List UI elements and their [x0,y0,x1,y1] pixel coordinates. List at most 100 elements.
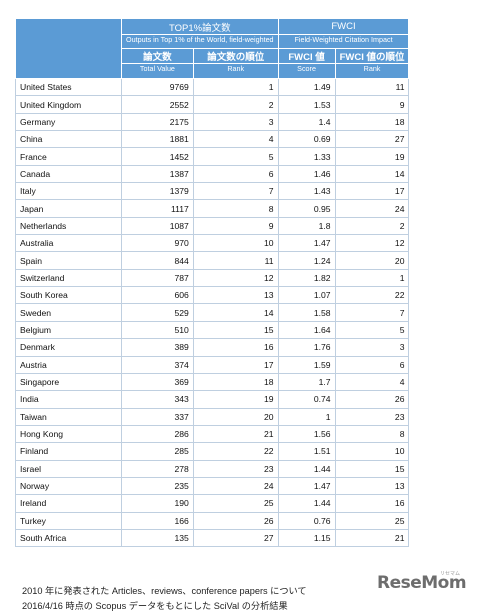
fwci-score-cell: 0.95 [277,199,336,218]
country-cell: India [15,390,122,409]
fwci-score-cell: 1.47 [277,476,336,496]
total-value-cell: 190 [121,494,194,513]
country-cell: Singapore [15,372,122,392]
total-value-cell: 787 [121,268,194,288]
country-cell: France [15,147,122,166]
papers-rank-cell: 25 [192,494,279,513]
fwci-rank-cell: 27 [334,130,410,149]
fwci-rank-cell: 24 [334,199,410,218]
fwci-rank-cell: 12 [334,234,410,253]
table-row: Finland 285 22 1.51 10 [15,442,410,461]
footnote-line-2: 2016/4/16 時点の Scopus データをもとにした SciVal の分… [22,601,288,611]
fwci-rank-cell: 17 [334,182,410,201]
country-cell: Turkey [15,511,122,530]
col-header-papers: 論文数 [121,48,194,64]
table-row: India 343 19 0.74 26 [15,390,410,409]
total-value-cell: 166 [121,511,194,530]
fwci-rank-cell: 14 [334,164,410,184]
col-subheader-score: Score [277,63,336,79]
fwci-rank-cell: 11 [334,77,410,97]
total-value-cell: 9769 [121,77,194,97]
total-value-cell: 285 [121,442,194,461]
top1-group-title: TOP1%論文数 [121,18,279,35]
total-value-cell: 510 [121,320,194,340]
total-value-cell: 970 [121,234,194,253]
fwci-rank-cell: 20 [334,251,410,270]
total-value-cell: 529 [121,303,194,322]
papers-rank-cell: 6 [192,164,279,184]
total-value-cell: 1387 [121,164,194,184]
fwci-score-cell: 1.82 [277,268,336,288]
papers-rank-cell: 27 [192,528,279,548]
table-row: Sweden 529 14 1.58 7 [15,303,410,322]
fwci-score-cell: 1.59 [277,355,336,374]
total-value-cell: 1881 [121,130,194,149]
total-value-cell: 343 [121,390,194,409]
fwci-rank-cell: 26 [334,390,410,409]
fwci-rank-cell: 21 [334,528,410,548]
fwci-rank-cell: 9 [334,95,410,114]
table-row: Norway 235 24 1.47 13 [15,476,410,496]
fwci-group-subtitle: Field-Weighted Citation Impact [277,34,410,49]
fwci-rank-cell: 4 [334,372,410,392]
total-value-cell: 286 [121,424,194,444]
fwci-rank-cell: 8 [334,424,410,444]
fwci-score-cell: 0.74 [277,390,336,409]
fwci-rank-cell: 1 [334,268,410,288]
fwci-score-cell: 1.51 [277,442,336,461]
fwci-rank-cell: 15 [334,459,410,478]
fwci-score-cell: 1.44 [277,459,336,478]
table-row: South Korea 606 13 1.07 22 [15,286,410,305]
fwci-score-cell: 1.44 [277,494,336,513]
fwci-score-cell: 1.64 [277,320,336,340]
col-header-fwci-rank: FWCI 値の順位 [334,48,410,64]
country-cell: Norway [15,476,122,496]
col-header-papers-rank: 論文数の順位 [192,48,279,64]
papers-rank-cell: 20 [192,407,279,426]
country-cell: Germany [15,112,122,132]
fwci-rank-cell: 3 [334,338,410,357]
total-value-cell: 1379 [121,182,194,201]
resemom-logo: ReseMom [377,573,467,593]
papers-rank-cell: 7 [192,182,279,201]
table-row: Canada 1387 6 1.46 14 [15,164,410,184]
top1-group-subtitle: Outputs in Top 1% of the World, field-we… [121,34,279,49]
country-cell: Sweden [15,303,122,322]
country-cell: Austria [15,355,122,374]
country-cell: Italy [15,182,122,201]
papers-rank-cell: 16 [192,338,279,357]
fwci-score-cell: 1.43 [277,182,336,201]
country-cell: Finland [15,442,122,461]
table-row: Taiwan 337 20 1 23 [15,407,410,426]
fwci-score-cell: 1.07 [277,286,336,305]
table-row: Italy 1379 7 1.43 17 [15,182,410,201]
total-value-cell: 2552 [121,95,194,114]
fwci-score-cell: 1.46 [277,164,336,184]
papers-rank-cell: 3 [192,112,279,132]
total-value-cell: 844 [121,251,194,270]
ranking-table: TOP1%論文数 FWCI Outputs in Top 1% of the W… [15,18,410,548]
total-value-cell: 389 [121,338,194,357]
fwci-rank-cell: 23 [334,407,410,426]
country-cell: Ireland [15,494,122,513]
table-row: Singapore 369 18 1.7 4 [15,372,410,392]
country-cell: Australia [15,234,122,253]
country-cell: Taiwan [15,407,122,426]
papers-rank-cell: 4 [192,130,279,149]
papers-rank-cell: 26 [192,511,279,530]
col-subheader-fwci-rank: Rank [334,63,410,79]
papers-rank-cell: 22 [192,442,279,461]
papers-rank-cell: 14 [192,303,279,322]
papers-rank-cell: 11 [192,251,279,270]
fwci-rank-cell: 2 [334,216,410,236]
total-value-cell: 606 [121,286,194,305]
fwci-rank-cell: 22 [334,286,410,305]
table-header: TOP1%論文数 FWCI Outputs in Top 1% of the W… [15,18,410,79]
table-row: France 1452 5 1.33 19 [15,147,410,166]
total-value-cell: 1087 [121,216,194,236]
table-row: Japan 1117 8 0.95 24 [15,199,410,218]
table-row: Ireland 190 25 1.44 16 [15,494,410,513]
fwci-rank-cell: 6 [334,355,410,374]
papers-rank-cell: 1 [192,77,279,97]
papers-rank-cell: 15 [192,320,279,340]
